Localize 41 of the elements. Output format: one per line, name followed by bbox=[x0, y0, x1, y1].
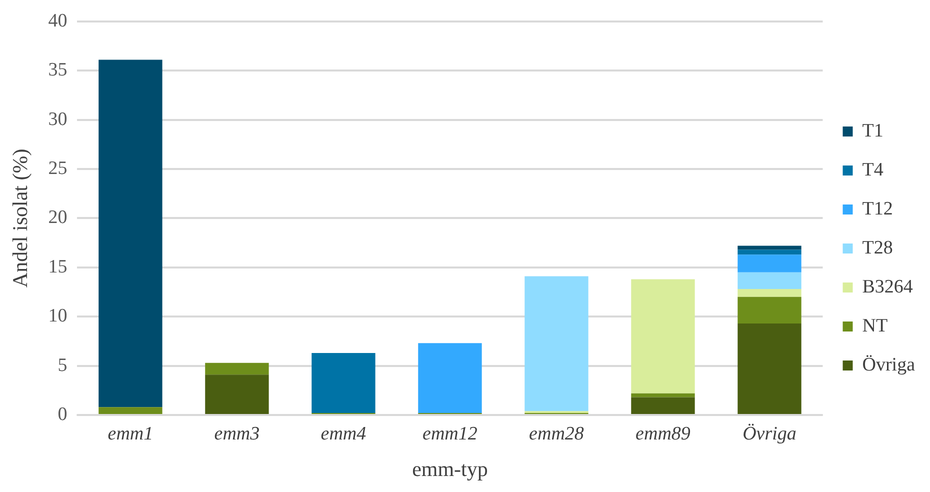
legend-label: T1 bbox=[862, 120, 884, 142]
bar bbox=[738, 250, 802, 255]
y-axis-title: Andel isolat (%) bbox=[8, 148, 32, 288]
bar bbox=[738, 296, 802, 324]
bar bbox=[205, 374, 269, 414]
y-tick-label: 40 bbox=[48, 10, 68, 32]
y-tick-label: 5 bbox=[58, 354, 68, 376]
y-tick-label: 20 bbox=[48, 207, 68, 228]
legend-label: T28 bbox=[862, 237, 893, 258]
legend-label: T12 bbox=[862, 198, 893, 220]
bar bbox=[631, 393, 695, 398]
bar bbox=[418, 343, 482, 414]
x-tick-label: emm3 bbox=[214, 423, 260, 444]
x-axis-title: emm-typ bbox=[412, 456, 488, 481]
bar bbox=[738, 254, 802, 272]
y-tick-label: 10 bbox=[48, 306, 68, 327]
bar bbox=[738, 323, 802, 414]
y-tick-label: 25 bbox=[48, 158, 68, 179]
x-tick-label: emm1 bbox=[108, 423, 154, 444]
legend-label: NT bbox=[862, 315, 888, 336]
y-tick-label: 15 bbox=[48, 256, 68, 278]
bar bbox=[98, 407, 162, 414]
legend-label: Övriga bbox=[862, 354, 916, 376]
x-tick-label: Övriga bbox=[742, 423, 796, 444]
bar bbox=[738, 289, 802, 297]
x-tick-label: emm4 bbox=[320, 423, 367, 444]
x-tick-label: emm12 bbox=[422, 423, 478, 444]
bar bbox=[205, 362, 269, 375]
x-tick-label: emm89 bbox=[636, 423, 691, 444]
x-tick-label: emm28 bbox=[529, 423, 584, 444]
legend-label: B3264 bbox=[862, 276, 914, 298]
bar bbox=[631, 397, 695, 414]
y-tick-label: 30 bbox=[48, 108, 68, 130]
y-tick-label: 35 bbox=[48, 60, 68, 81]
bar bbox=[98, 60, 162, 408]
bar bbox=[631, 279, 695, 394]
legend-label: T4 bbox=[862, 159, 884, 180]
y-tick-label: 0 bbox=[58, 404, 68, 425]
bar bbox=[312, 353, 376, 414]
bar bbox=[524, 276, 588, 412]
bar bbox=[738, 272, 802, 290]
